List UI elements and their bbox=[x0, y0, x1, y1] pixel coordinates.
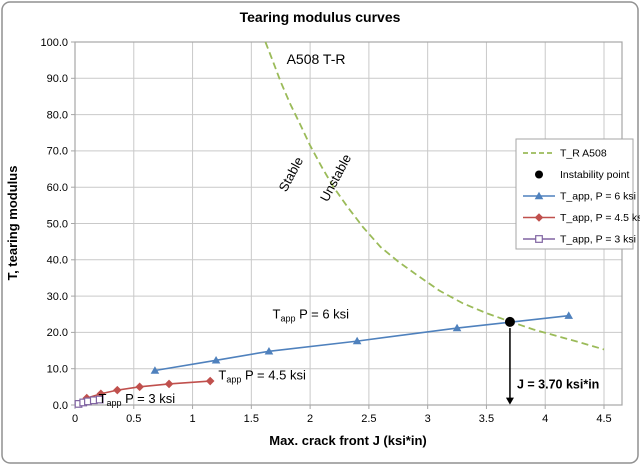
x-tick-label: 4.5 bbox=[596, 413, 611, 425]
y-tick-label: 30.0 bbox=[47, 291, 68, 303]
triangle-marker bbox=[211, 356, 221, 364]
triangle-marker bbox=[150, 366, 160, 374]
triangle-marker bbox=[534, 191, 544, 200]
y-tick-label: 40.0 bbox=[47, 255, 68, 267]
arrow-label: J = 3.70 ksi*in bbox=[517, 377, 599, 391]
triangle-marker bbox=[264, 346, 274, 355]
triangle-marker bbox=[452, 323, 462, 332]
rcurve-label: A508 T-R bbox=[287, 51, 346, 67]
x-tick-label: 2 bbox=[307, 413, 313, 425]
square-marker bbox=[535, 235, 543, 243]
x-tick-label: 1.5 bbox=[244, 413, 259, 425]
chart-title: Tearing modulus curves bbox=[240, 9, 401, 25]
y-tick-label: 80.0 bbox=[47, 109, 68, 121]
tapp3-label: Tapp P = 3 ksi bbox=[99, 391, 176, 408]
diamond-marker bbox=[534, 213, 544, 222]
x-tick-label: 4 bbox=[542, 413, 548, 425]
y-tick-label: 90.0 bbox=[47, 73, 68, 85]
legend-label: Instability point bbox=[560, 169, 630, 181]
x-tick-label: 2.5 bbox=[361, 413, 376, 425]
y-tick-label: 20.0 bbox=[47, 327, 68, 339]
legend-label: T_app, P = 6 ksi bbox=[560, 191, 636, 203]
x-tick-label: 0.5 bbox=[126, 413, 141, 425]
legend-label: T_app, P = 4.5 ksi bbox=[560, 212, 640, 224]
y-tick-label: 100.0 bbox=[40, 37, 68, 49]
x-tick-label: 1 bbox=[189, 413, 195, 425]
y-tick-label: 70.0 bbox=[47, 146, 68, 158]
diamond-marker bbox=[135, 382, 144, 392]
diamond-marker bbox=[113, 385, 122, 395]
y-tick-label: 50.0 bbox=[47, 218, 68, 230]
y-tick-label: 0.0 bbox=[53, 400, 68, 412]
y-axis-title: T, tearing modulus bbox=[5, 166, 20, 281]
instability-point bbox=[504, 316, 515, 327]
tapp45-label: Tapp P = 4.5 ksi bbox=[218, 368, 306, 385]
x-tick-label: 0 bbox=[72, 413, 78, 425]
series-line bbox=[264, 41, 605, 351]
diamond-marker bbox=[205, 376, 215, 386]
x-axis-title: Max. crack front J (ksi*in) bbox=[269, 433, 427, 448]
drop-arrow-head bbox=[505, 397, 514, 405]
series-line bbox=[154, 314, 569, 372]
legend-label: T_R A508 bbox=[560, 148, 607, 160]
x-tick-label: 3 bbox=[425, 413, 431, 425]
x-tick-label: 3.5 bbox=[479, 413, 494, 425]
legend-box bbox=[515, 138, 634, 250]
y-tick-label: 60.0 bbox=[47, 182, 68, 194]
tapp6-label: Tapp P = 6 ksi bbox=[272, 307, 349, 324]
legend-label: T_app, P = 3 ksi bbox=[560, 234, 636, 246]
diamond-marker bbox=[164, 379, 174, 389]
y-tick-label: 10.0 bbox=[47, 364, 68, 376]
triangle-marker bbox=[564, 311, 574, 319]
triangle-marker bbox=[352, 336, 362, 345]
square-marker bbox=[95, 395, 104, 404]
dot-marker bbox=[535, 170, 543, 179]
